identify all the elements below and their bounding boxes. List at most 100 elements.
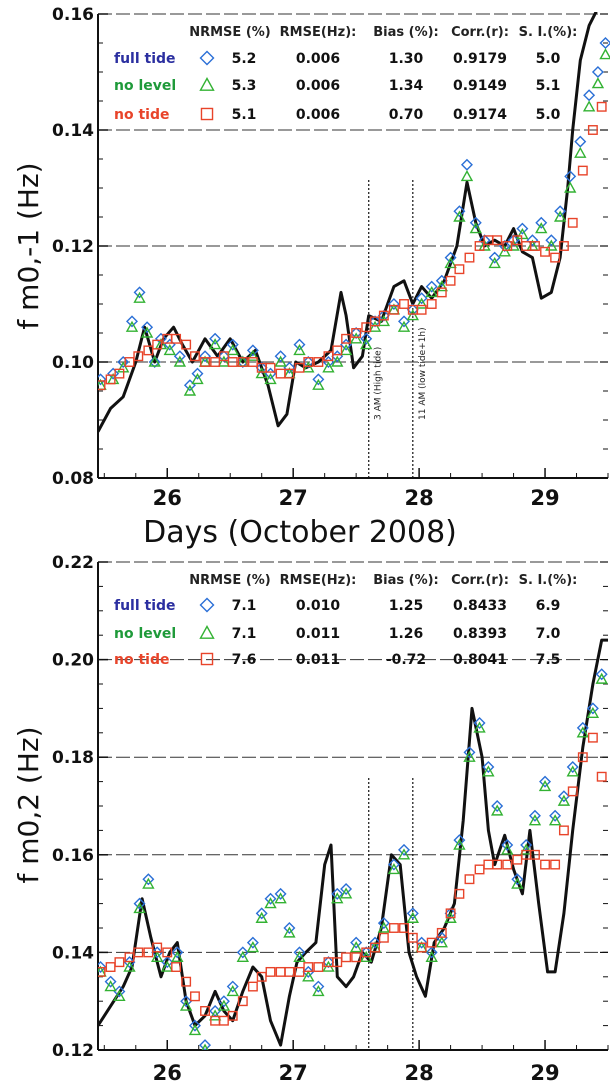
square-point — [210, 357, 221, 367]
diamond-point — [478, 234, 491, 247]
diamond-point — [312, 980, 325, 993]
triangle-point — [425, 285, 438, 298]
triangle-point — [246, 941, 260, 953]
diamond-point — [246, 344, 259, 357]
triangle-point — [125, 320, 139, 332]
diamond-legend-icon — [199, 597, 215, 613]
triangle-point — [519, 843, 533, 855]
square-point — [294, 362, 305, 373]
stats-header: RMSE(Hz): — [280, 573, 357, 588]
triangle-point — [444, 256, 457, 269]
square-point — [303, 962, 314, 972]
square-point — [284, 966, 295, 977]
square-point — [114, 368, 125, 379]
y-axis-label: f m0,2 (Hz) — [12, 726, 45, 883]
square-point — [190, 351, 200, 362]
x-tick-label: 29 — [530, 486, 559, 510]
triangle-point — [482, 765, 495, 777]
square-point — [426, 937, 437, 948]
x-tick-label: 27 — [279, 1061, 308, 1085]
square-point — [370, 942, 380, 953]
triangle-point — [274, 355, 287, 367]
stats-value: 6.9 — [536, 598, 561, 614]
event-label: 11 AM (low tide+1h) — [418, 327, 428, 420]
square-point — [550, 859, 561, 870]
triangle-point — [516, 227, 529, 240]
diamond-point — [126, 315, 138, 328]
diamond-point — [113, 985, 126, 998]
y-tick-label: 0.08 — [52, 469, 94, 489]
square-point — [351, 952, 362, 963]
stats-value: 7.5 — [536, 652, 561, 668]
square-point — [474, 241, 485, 251]
x-tick-label: 26 — [153, 486, 182, 510]
square-point — [152, 942, 163, 953]
square-point — [98, 966, 106, 977]
triangle-point — [255, 911, 268, 923]
diamond-point — [526, 234, 539, 247]
triangle-point — [453, 838, 466, 850]
triangle-point — [140, 326, 154, 338]
stats-value: 0.8433 — [453, 598, 507, 614]
square-point — [416, 942, 427, 953]
triangle-point — [283, 926, 296, 938]
diamond-point — [199, 350, 212, 363]
square-point — [577, 752, 588, 763]
diamond-point — [491, 800, 504, 812]
square-point — [227, 1010, 238, 1021]
square-point — [247, 981, 258, 992]
triangle-point — [501, 843, 514, 855]
diamond-point — [104, 975, 117, 988]
triangle-point — [226, 984, 239, 997]
diamond-point — [473, 717, 486, 730]
square-point — [587, 732, 598, 743]
series-group — [98, 12, 610, 433]
square-point — [436, 287, 447, 298]
square-legend-icon — [200, 107, 214, 121]
triangle-point — [255, 367, 268, 379]
triangle-legend-icon — [199, 77, 215, 91]
triangle-point — [535, 222, 548, 234]
stats-value: 0.011 — [296, 626, 340, 642]
event-label: 3 AM (High tide) — [374, 347, 384, 420]
square-point — [550, 252, 561, 263]
triangle-point — [553, 210, 567, 222]
diamond-point — [283, 922, 296, 934]
stats-header: Corr.(r): — [451, 573, 509, 588]
diamond-point — [528, 809, 541, 822]
square-point — [454, 264, 465, 275]
stats-value: 5.1 — [232, 107, 257, 123]
diamond-point — [151, 946, 164, 959]
stats-header: RMSE(Hz): — [280, 25, 357, 40]
square-point — [567, 217, 578, 228]
triangle-point — [528, 814, 542, 826]
triangle-point — [217, 355, 231, 367]
y-tick-label: 0.12 — [52, 1041, 94, 1061]
y-tick-label: 0.20 — [52, 651, 94, 671]
triangle-point — [564, 181, 577, 193]
square-point — [464, 252, 475, 263]
diamond-point — [274, 350, 287, 363]
triangle-point — [183, 384, 197, 396]
stats-header: NRMSE (%) — [189, 573, 271, 588]
triangle-point — [406, 309, 420, 321]
diamond-point — [255, 907, 268, 920]
stats-value: 5.0 — [536, 107, 561, 123]
stats-value: 0.006 — [296, 51, 340, 67]
triangle-point — [478, 239, 491, 251]
y-tick-label: 0.16 — [52, 5, 94, 25]
diamond-point — [236, 356, 249, 368]
diamond-point — [350, 936, 363, 949]
diamond-point — [236, 946, 249, 959]
diamond-point — [293, 946, 306, 959]
triangle-point — [586, 706, 600, 718]
square-point — [332, 345, 343, 356]
square-point — [210, 1015, 221, 1026]
triangle-point — [574, 146, 587, 158]
y-tick-label: 0.22 — [52, 553, 94, 573]
legend-label: no tide — [114, 652, 169, 668]
triangle-point — [264, 897, 277, 909]
square-point — [313, 962, 324, 972]
triangle-point — [548, 814, 562, 826]
